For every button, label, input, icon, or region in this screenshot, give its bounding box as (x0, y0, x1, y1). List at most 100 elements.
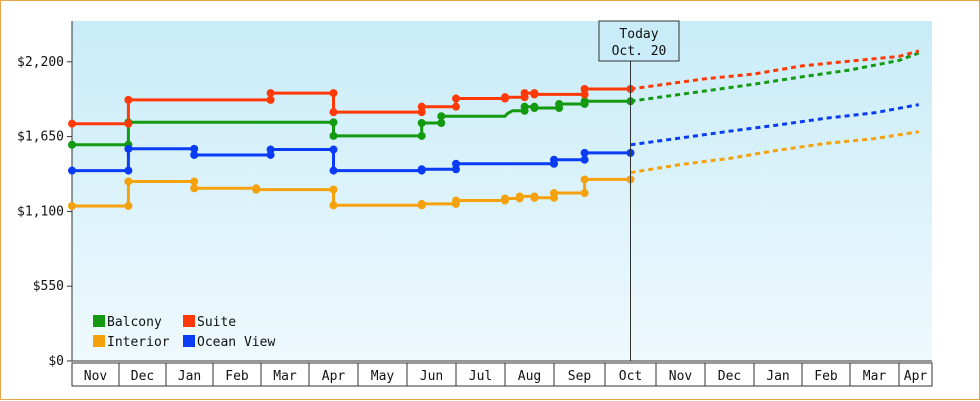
data-point (437, 119, 446, 127)
month-label: Mar (863, 369, 887, 384)
data-point (190, 144, 199, 153)
data-point (190, 184, 199, 193)
data-point (329, 118, 338, 127)
data-point (530, 104, 539, 113)
month-label: Feb (225, 369, 249, 384)
today-box (598, 20, 680, 62)
data-point (520, 89, 529, 98)
data-point (555, 99, 564, 108)
data-point (124, 201, 133, 210)
today-label: Today (619, 27, 658, 42)
data-point (437, 112, 446, 121)
data-point (417, 119, 426, 127)
data-point (329, 185, 338, 194)
today-marker: Today Oct. 20 (598, 20, 680, 361)
data-point (550, 155, 558, 164)
data-point (452, 94, 460, 103)
series-forecast-line (630, 103, 920, 147)
data-point (501, 93, 509, 102)
data-point (68, 119, 76, 128)
data-point (452, 196, 460, 205)
data-point (124, 177, 133, 186)
series-lines (68, 49, 920, 210)
legend-swatch (93, 335, 105, 347)
data-point (580, 189, 589, 198)
data-point (190, 177, 199, 186)
data-point (68, 201, 76, 210)
data-point (550, 189, 558, 198)
month-label: Feb (814, 369, 838, 384)
data-point (124, 144, 133, 153)
month-label: Apr (322, 369, 346, 384)
data-point (580, 148, 589, 157)
data-point (266, 89, 275, 98)
data-point (329, 131, 338, 140)
data-point (329, 145, 338, 154)
data-point (329, 201, 338, 210)
data-point (417, 165, 426, 174)
data-point (417, 102, 426, 111)
data-point (452, 102, 460, 111)
data-point (68, 166, 76, 175)
data-point (580, 97, 589, 106)
month-label: Mar (273, 369, 297, 384)
data-point (252, 185, 261, 194)
month-label: Jul (469, 369, 492, 384)
month-label: Jan (178, 369, 201, 384)
series-forecast-line (630, 49, 920, 91)
data-point (530, 90, 539, 99)
month-label: Nov (669, 369, 693, 384)
data-point (68, 140, 76, 149)
x-axis: Nov Dec Jan Feb Mar Apr May Jun Jul Aug Sep Oct Nov D… (71, 362, 933, 387)
month-label: Jan (766, 369, 789, 384)
month-label: Apr (904, 369, 928, 384)
data-point (190, 150, 199, 159)
today-date: Oct. 20 (612, 44, 667, 59)
y-tick-label: $0 (48, 354, 64, 369)
data-point (124, 166, 133, 175)
plot-area (72, 21, 932, 361)
month-label: Jun (420, 369, 443, 384)
y-axis: $0 $550 $1,100 $1,650 $2,200 (17, 21, 932, 369)
data-point (580, 85, 589, 93)
data-point (520, 102, 529, 111)
legend: Balcony Suite Interior Ocean View (93, 315, 275, 350)
series-forecast-line (630, 51, 920, 103)
data-point (124, 95, 133, 104)
data-point (515, 192, 524, 201)
data-point (329, 166, 338, 175)
y-tick-label: $2,200 (17, 55, 64, 70)
series-forecast-line (630, 130, 920, 175)
y-tick-label: $550 (33, 279, 64, 294)
legend-label: Balcony (107, 315, 162, 330)
legend-label: Ocean View (197, 335, 275, 350)
month-label: Oct (619, 369, 642, 384)
data-point (501, 194, 509, 203)
data-point (329, 108, 338, 117)
month-label: Aug (518, 369, 541, 384)
data-point (417, 131, 426, 140)
month-label: May (371, 369, 395, 384)
legend-swatch (93, 315, 105, 327)
month-label: Dec (718, 369, 741, 384)
month-label: Dec (131, 369, 154, 384)
y-tick-label: $1,100 (17, 204, 64, 219)
data-point (266, 95, 275, 104)
data-point (530, 193, 539, 202)
data-point (266, 145, 275, 154)
legend-swatch (183, 335, 195, 347)
data-point (452, 159, 460, 168)
data-point (417, 199, 426, 208)
data-point (580, 155, 589, 164)
month-cell (898, 362, 933, 387)
legend-label: Interior (107, 335, 170, 350)
data-point (580, 175, 589, 184)
month-label: Sep (568, 369, 592, 384)
data-point (124, 119, 133, 128)
legend-swatch (183, 315, 195, 327)
month-label: Nov (84, 369, 108, 384)
data-point (329, 89, 338, 98)
legend-label: Suite (197, 315, 236, 330)
